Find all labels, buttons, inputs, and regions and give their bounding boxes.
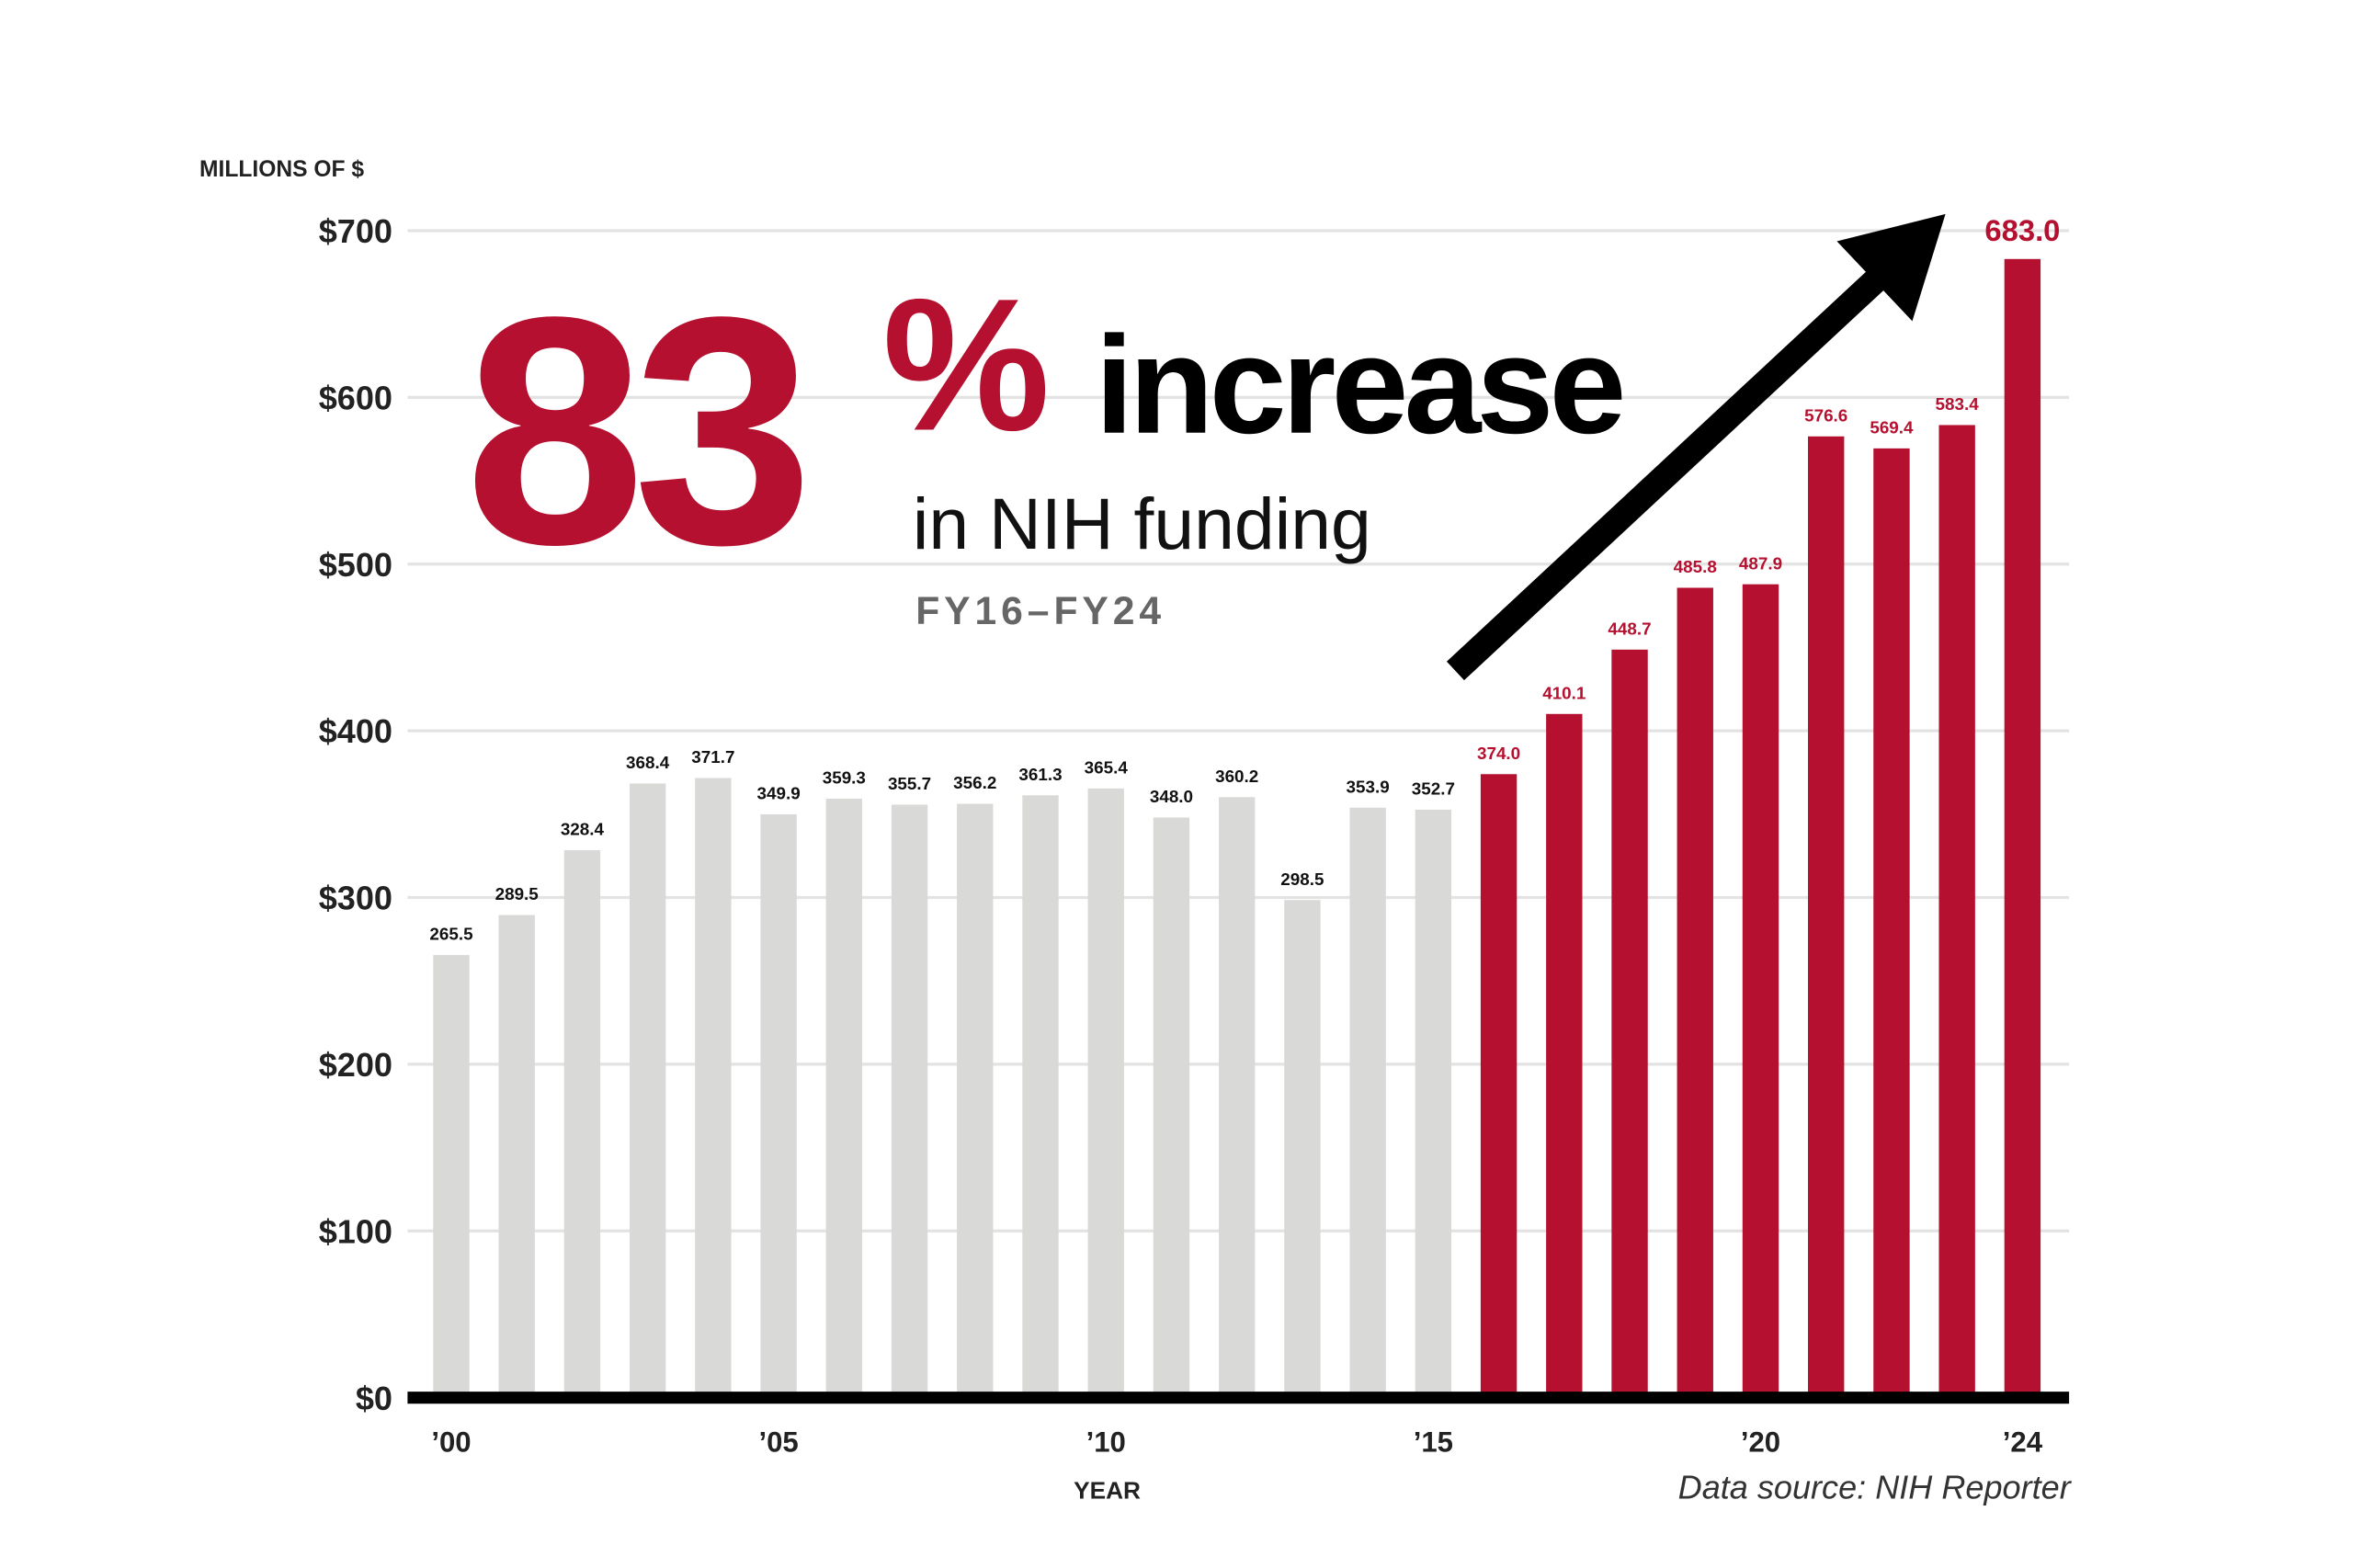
x-tick-label: ’20 — [1741, 1426, 1780, 1459]
x-tick-label: ’10 — [1086, 1426, 1126, 1459]
value-label: 683.0 — [1984, 213, 2060, 247]
bar — [760, 813, 797, 1398]
bar — [1546, 713, 1583, 1398]
value-label: 487.9 — [1739, 553, 1782, 573]
value-label: 355.7 — [888, 774, 931, 793]
value-label: 410.1 — [1542, 683, 1586, 702]
y-tick-label: $100 — [319, 1212, 392, 1250]
bar — [629, 783, 666, 1398]
bar — [1742, 584, 1779, 1398]
value-label: 359.3 — [823, 768, 866, 788]
bar — [695, 778, 732, 1398]
bar — [1873, 448, 1910, 1398]
y-axis-label: MILLIONS OF $ — [199, 157, 364, 182]
value-label: 352.7 — [1412, 779, 1455, 799]
y-tick-label: $600 — [319, 379, 392, 416]
value-label: 583.4 — [1936, 394, 1980, 414]
bar — [1808, 436, 1845, 1398]
bar — [1153, 817, 1190, 1398]
value-label: 356.2 — [953, 773, 996, 792]
value-label: 298.5 — [1280, 869, 1324, 889]
headline-word: increase — [1095, 307, 1621, 462]
bar — [1218, 797, 1256, 1398]
arrow-head — [1836, 213, 1946, 322]
value-label: 371.7 — [691, 747, 734, 767]
y-tick-label: $500 — [319, 546, 392, 584]
bar — [891, 804, 928, 1398]
y-tick-label: $700 — [319, 212, 392, 250]
y-tick-label: $400 — [319, 712, 392, 750]
value-label: 485.8 — [1674, 557, 1717, 576]
bar — [1611, 649, 1648, 1398]
value-label: 328.4 — [561, 820, 605, 839]
value-label: 360.2 — [1215, 767, 1258, 786]
value-label: 365.4 — [1085, 757, 1129, 777]
bar — [957, 803, 994, 1398]
bar — [1284, 900, 1321, 1398]
value-label: 368.4 — [626, 753, 670, 772]
bar — [2004, 258, 2041, 1398]
period: FY16–FY24 — [915, 589, 1165, 633]
y-tick-label: $300 — [319, 880, 392, 917]
value-label: 374.0 — [1477, 744, 1520, 763]
y-tick-label: $0 — [356, 1380, 392, 1417]
value-label: 265.5 — [429, 925, 472, 944]
value-label: 448.7 — [1608, 619, 1651, 638]
trend-arrow — [1446, 213, 1946, 681]
value-label: 349.9 — [757, 784, 801, 803]
value-label: 289.5 — [495, 884, 539, 903]
x-axis-label: YEAR — [1074, 1477, 1141, 1505]
bar — [1938, 425, 1975, 1398]
bar — [1087, 788, 1124, 1398]
x-tick-label: ’05 — [758, 1426, 798, 1459]
bar — [1415, 809, 1452, 1398]
value-label: 569.4 — [1870, 417, 1914, 437]
bar — [563, 849, 601, 1398]
subheadline: in NIH funding — [913, 483, 1371, 564]
value-label: 348.0 — [1150, 787, 1193, 806]
x-tick-label: ’24 — [2003, 1426, 2043, 1459]
headline-number: 83 — [465, 250, 805, 612]
value-label: 353.9 — [1347, 777, 1390, 796]
bar — [1677, 587, 1713, 1398]
bar — [825, 798, 863, 1398]
headline-percent: % — [882, 260, 1050, 471]
value-label: 576.6 — [1804, 405, 1847, 425]
bar — [433, 955, 470, 1398]
bar — [498, 915, 535, 1398]
bars — [433, 258, 2041, 1398]
x-tick-label: ’00 — [431, 1426, 471, 1459]
arrow-shaft — [1446, 262, 1894, 681]
y-tick-label: $200 — [319, 1046, 392, 1084]
bar — [1022, 795, 1059, 1398]
x-tick-label: ’15 — [1414, 1426, 1453, 1459]
value-label: 361.3 — [1018, 765, 1062, 784]
bar — [1480, 774, 1518, 1398]
source: Data source: NIH Reporter — [1678, 1469, 2073, 1506]
bar — [1349, 807, 1386, 1398]
